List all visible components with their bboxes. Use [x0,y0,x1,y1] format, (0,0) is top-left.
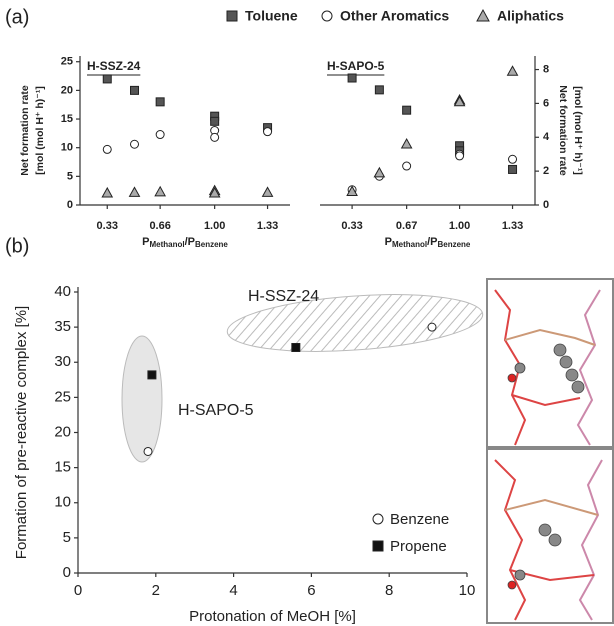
legend-marker [477,10,489,21]
annotation: H-SSZ-24 [248,288,319,305]
x-axis-label: PMethanol/PBenzene [142,236,228,249]
y-tick-label: 20 [54,423,71,440]
y-tick-label: 20 [61,84,73,96]
y-tick-label: 30 [54,353,71,370]
x-axis-label-part: Methanol [149,240,184,249]
point [103,75,111,83]
point [403,162,411,170]
y-axis-label: Formation of pre-reactive complex [%] [13,306,30,559]
point [264,128,272,136]
y-tick-label: 10 [61,142,73,154]
point [403,106,411,114]
point [103,145,111,153]
point [292,343,300,351]
point [155,187,165,196]
x-axis-label: Protonation of MeOH [%] [189,608,356,625]
x-tick-label: 6 [307,582,315,599]
x-tick-label: 10 [459,582,476,599]
point [131,140,139,148]
x-tick-label: 0.33 [97,220,118,232]
point [375,86,383,94]
y-tick-label: 0 [67,199,73,211]
legend-label: Aliphatics [497,8,564,24]
x-axis-label-part: Methanol [392,240,427,249]
legend-label: Other Aromatics [340,8,449,24]
panel-label: (a) [5,6,29,28]
point [102,188,112,197]
y-axis-label: [mol (mol H⁺ h)⁻¹] [34,86,46,175]
x-tick-label: 8 [385,582,393,599]
point [156,131,164,139]
x-tick-label: 1.00 [449,220,470,232]
y-tick-label: 8 [543,63,549,75]
y-tick-label: 0 [63,564,71,581]
legend-marker [373,541,383,551]
x-axis-label-part: P [385,236,392,248]
point [508,66,518,75]
point [402,139,412,148]
x-tick-label: 0.33 [341,220,362,232]
point [211,117,219,125]
point [156,98,164,106]
y-tick-label: 25 [54,388,71,405]
point [456,152,464,160]
y-tick-label: 15 [54,459,71,476]
point [131,86,139,94]
point [148,371,156,379]
y-tick-label: 4 [543,131,550,143]
x-axis-label-part: /P [185,236,195,248]
y-tick-label: 25 [61,56,73,68]
y-tick-label: 2 [543,165,549,177]
point [374,168,384,177]
point [130,187,140,196]
x-tick-label: 1.00 [204,220,225,232]
point [428,323,436,331]
y-tick-label: 0 [543,199,549,211]
point [263,187,273,196]
x-tick-label: 4 [229,582,237,599]
legend-label: Propene [390,538,447,555]
x-tick-label: 2 [152,582,160,599]
x-tick-label: 0.67 [396,220,417,232]
point [144,447,152,455]
x-tick-label: 0.66 [149,220,170,232]
x-axis-label-part: Benzene [437,240,470,249]
x-tick-label: 1.33 [502,220,523,232]
structure-images [487,279,613,623]
point [348,74,356,82]
y-tick-label: 5 [63,529,71,546]
point [509,165,517,173]
x-axis-label-part: P [142,236,149,248]
y-tick-label: 10 [54,494,71,511]
x-axis-label-part: /P [427,236,437,248]
chart-title: H-SSZ-24 [87,59,141,73]
y-tick-label: 6 [543,97,549,109]
legend-marker [373,514,383,524]
x-axis-label-part: Benzene [195,240,228,249]
legend-marker [227,11,237,21]
legend-label: Toluene [245,8,298,24]
x-axis-label: PMethanol/PBenzene [385,236,471,249]
annotation: H-SAPO-5 [178,402,254,419]
y-tick-label: 40 [54,283,71,300]
y-tick-label: 5 [67,170,73,182]
chart-title: H-SAPO-5 [327,59,385,73]
y-tick-label: 35 [54,318,71,335]
point [509,155,517,163]
x-tick-label: 1.33 [257,220,278,232]
legend-marker [322,11,332,21]
x-tick-label: 0 [74,582,82,599]
y-axis-label: [mol (mol H⁺ h)⁻¹] [572,86,584,175]
point [211,133,219,141]
group-ellipse [122,336,162,462]
y-axis-label: Net formation rate [557,85,569,176]
figure: (a) (b) 0.330.661.001.330510152025H-SSZ-… [0,0,614,626]
panel-label: (b) [5,235,29,257]
y-axis-label: Net formation rate [19,85,31,176]
legend-label: Benzene [390,511,449,528]
y-tick-label: 15 [61,113,73,125]
